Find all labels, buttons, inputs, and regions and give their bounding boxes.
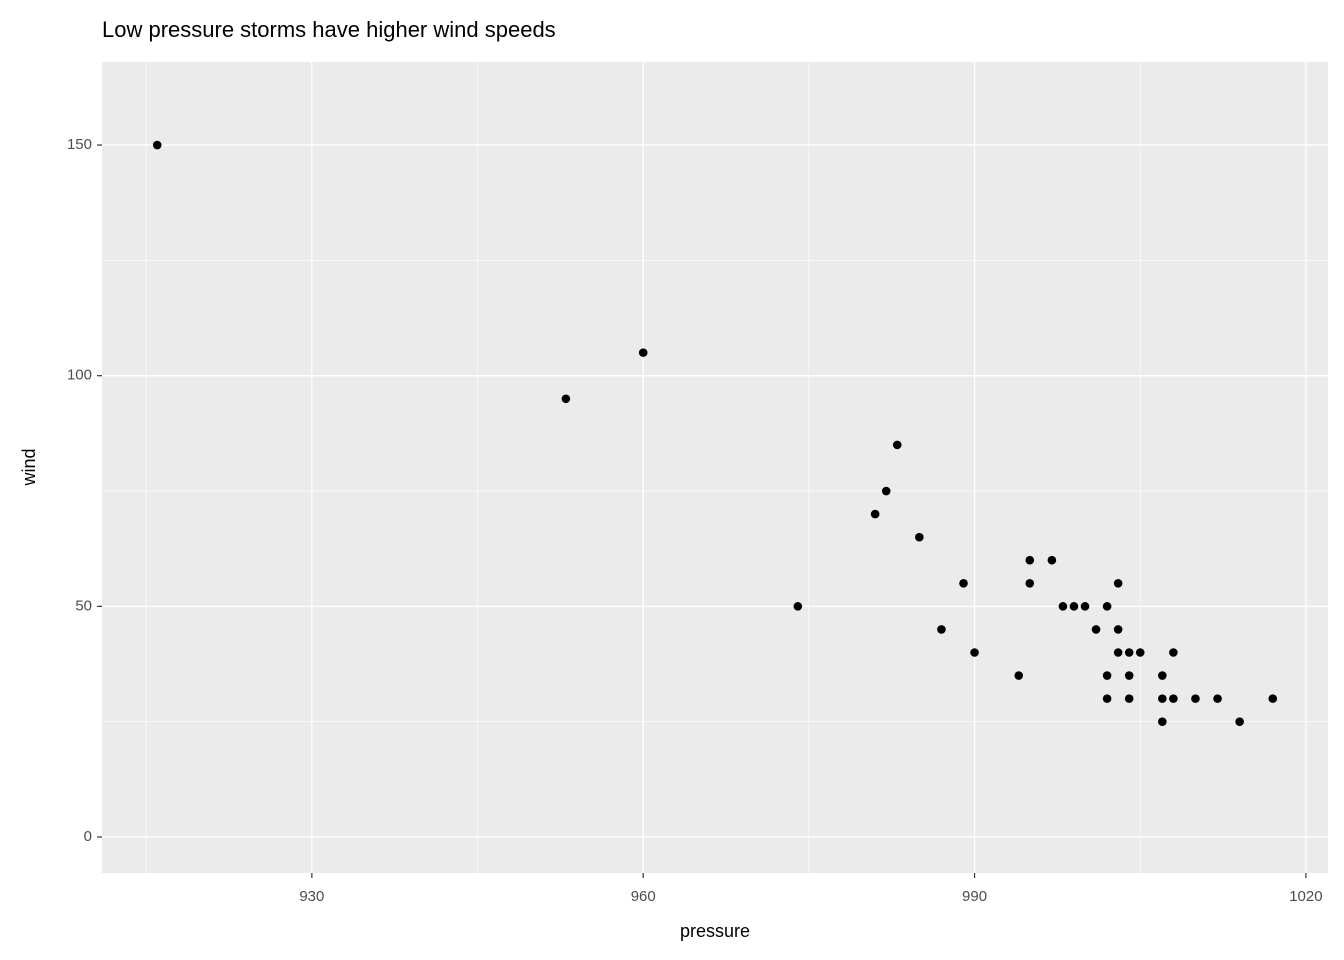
point [1080,602,1090,611]
point [1158,694,1167,703]
panel [102,62,1328,873]
point [1113,578,1123,588]
point [1025,555,1035,565]
point [970,648,979,657]
point [1235,717,1244,726]
y-axis-title: wind [19,448,39,486]
point [1158,717,1167,726]
y-tick-label: 50 [75,597,92,614]
point [793,602,803,611]
point [1014,671,1024,680]
point [1124,648,1134,657]
point [881,486,891,496]
point [1113,648,1123,657]
x-tick-label: 960 [631,888,656,905]
point [1091,625,1101,634]
x-tick-label: 930 [299,888,324,905]
point [1069,602,1079,611]
point [1124,694,1134,703]
point [1135,648,1145,657]
point [892,440,902,450]
point [937,625,946,634]
point [1169,694,1178,703]
x-tick-label: 990 [962,888,987,905]
point [915,532,924,542]
point [1102,671,1112,680]
y-tick-label: 150 [67,136,92,153]
x-axis-title: pressure [680,921,750,941]
y-tick-label: 0 [84,828,92,845]
point [1047,555,1057,565]
point [1213,694,1222,703]
point [1102,694,1112,703]
point [870,509,880,519]
point [1113,625,1123,634]
point [1102,602,1112,611]
chart-title: Low pressure storms have higher wind spe… [102,17,556,42]
y-tick-label: 100 [67,367,92,384]
point [1169,648,1178,657]
point [1124,671,1134,680]
point [1191,694,1200,703]
point [1025,578,1035,588]
point [1268,694,1278,703]
point [959,578,968,588]
point [561,394,571,404]
x-tick-label: 1020 [1289,888,1322,905]
point [1058,602,1068,611]
point [638,348,648,357]
point [152,140,162,150]
point [1158,671,1167,680]
